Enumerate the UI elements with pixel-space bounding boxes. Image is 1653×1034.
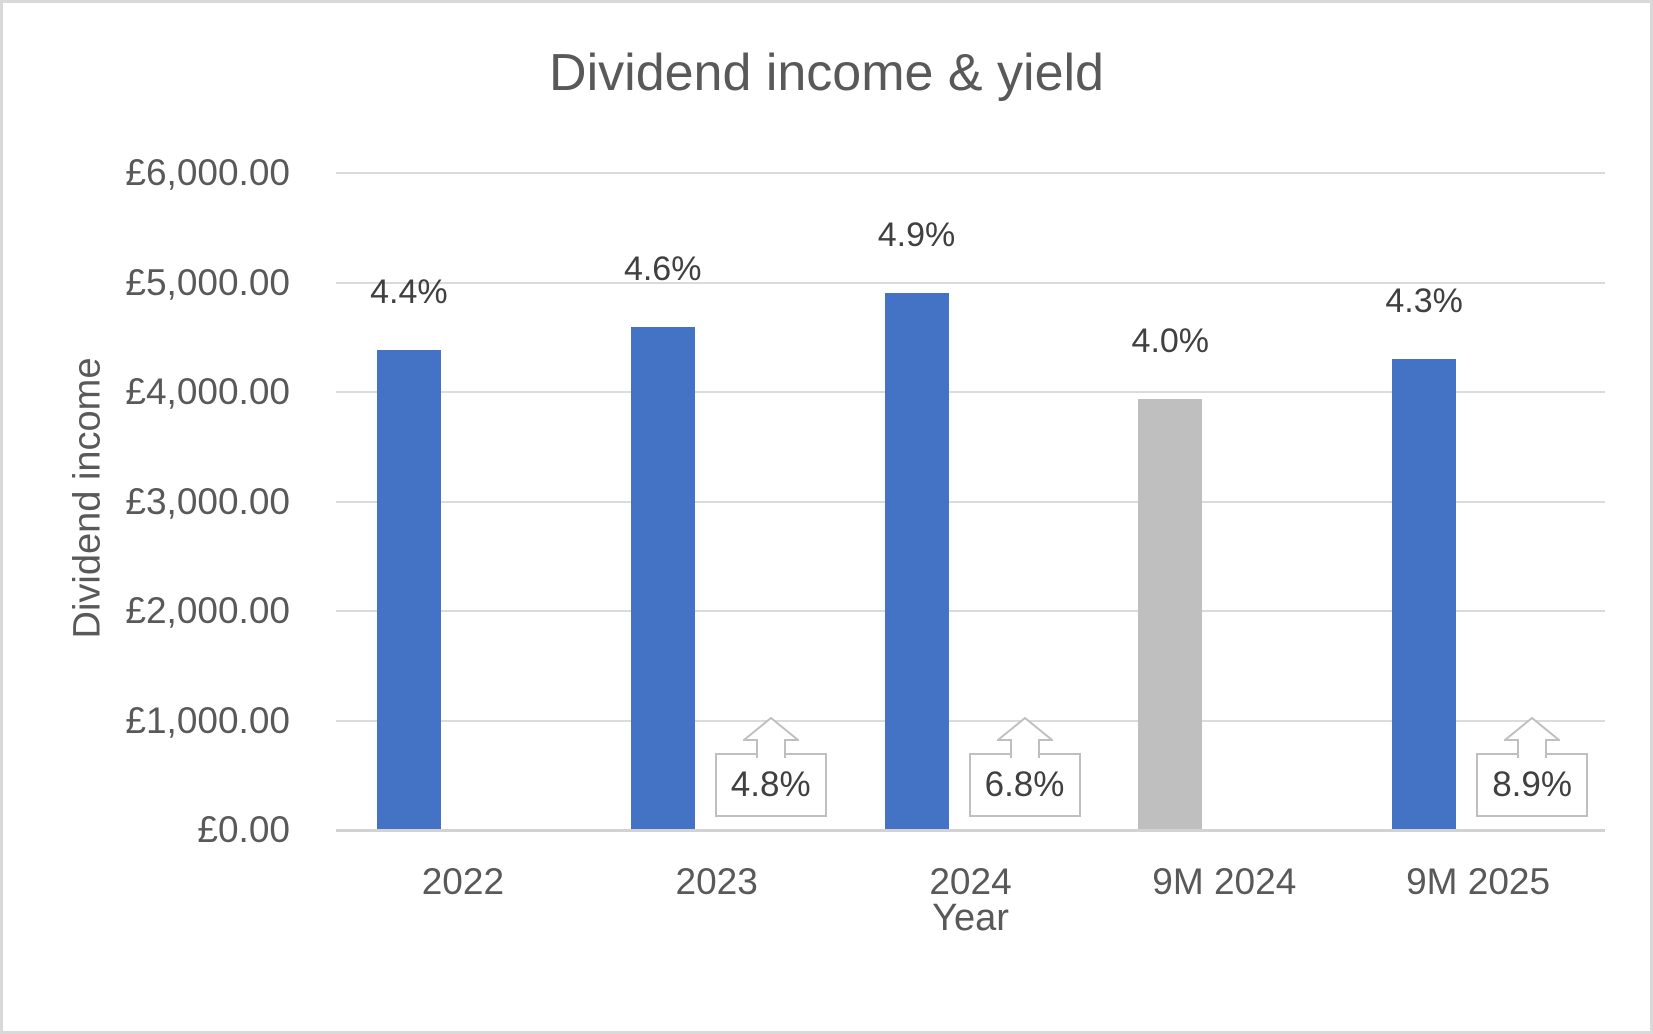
growth-callout: 6.8% — [968, 753, 1081, 817]
x-tick-label: 9M 2024 — [1152, 861, 1297, 902]
x-tick-label: 2024 — [929, 861, 1012, 902]
bar-value-label: 4.3% — [1385, 282, 1463, 321]
y-tick-label: £1,000.00 — [125, 699, 290, 741]
gridline — [336, 719, 1605, 722]
x-axis-title: Year — [932, 897, 1009, 939]
x-tick-label: 2023 — [675, 861, 758, 902]
bar-value-label: 4.9% — [877, 216, 956, 255]
y-tick-label: £4,000.00 — [125, 371, 290, 412]
up-arrow-icon — [994, 716, 1055, 759]
y-tick-label: £3,000.00 — [125, 480, 290, 522]
up-arrow-icon — [740, 716, 801, 759]
y-tick-label: £2,000.00 — [125, 590, 290, 631]
gridline — [336, 610, 1605, 612]
bar-9m-2025 — [1392, 359, 1457, 829]
y-axis-title-text: Dividend income — [66, 357, 109, 639]
bar-2024 — [884, 293, 949, 829]
gridline — [336, 500, 1605, 503]
chart-title: Dividend income & yield — [549, 44, 1104, 102]
y-tick-label: £0.00 — [197, 809, 290, 850]
bar-9m-2024 — [1138, 398, 1203, 829]
x-axis-line — [336, 828, 1605, 832]
gridline — [336, 281, 1605, 284]
x-tick-label: 2022 — [421, 861, 505, 902]
bar-value-label: 4.4% — [370, 273, 448, 312]
gridline — [336, 391, 1605, 393]
bar-value-label: 4.6% — [623, 250, 702, 289]
bar-2023 — [630, 327, 695, 829]
growth-callout: 4.8% — [714, 753, 827, 817]
gridline — [336, 172, 1605, 174]
y-tick-label: £6,000.00 — [125, 152, 290, 193]
bar-2022 — [376, 350, 441, 829]
x-tick-label: 9M 2025 — [1406, 861, 1551, 902]
growth-callout: 8.9% — [1476, 753, 1589, 817]
y-tick-label: £5,000.00 — [125, 261, 290, 303]
bar-value-label: 4.0% — [1131, 321, 1210, 360]
up-arrow-icon — [1502, 716, 1562, 759]
